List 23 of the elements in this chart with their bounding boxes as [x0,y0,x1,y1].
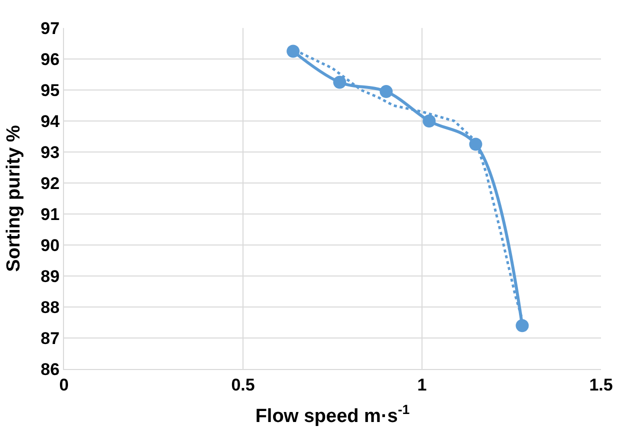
y-tick-label: 92 [40,174,60,193]
point [516,319,529,332]
y-axis-title: Sorting purity % [4,125,25,272]
y-tick-label: 86 [40,360,60,379]
x-tick-label: 1 [417,375,427,394]
y-tick-label: 94 [40,112,60,131]
y-tick-label: 89 [40,266,60,286]
y-tick-label: 97 [40,18,60,38]
x-tick-label: 0.5 [231,375,255,394]
point [422,114,436,128]
y-tick-label: 93 [40,142,60,162]
y-tick-label: 95 [40,80,60,100]
point [380,85,393,98]
y-tick-label: 88 [40,298,60,317]
x-axis-title: Flow speed m·s$^{-1}$ [255,402,410,428]
x-tick-label: 0 [59,375,69,394]
y-tick-label: 96 [40,50,60,69]
point [286,44,300,58]
x-tick-label: 1.5 [589,375,613,394]
y-tick-label: 90 [40,236,60,255]
y-tick-label: 87 [40,328,60,348]
point [333,76,346,89]
y-tick-label: 91 [40,204,60,224]
